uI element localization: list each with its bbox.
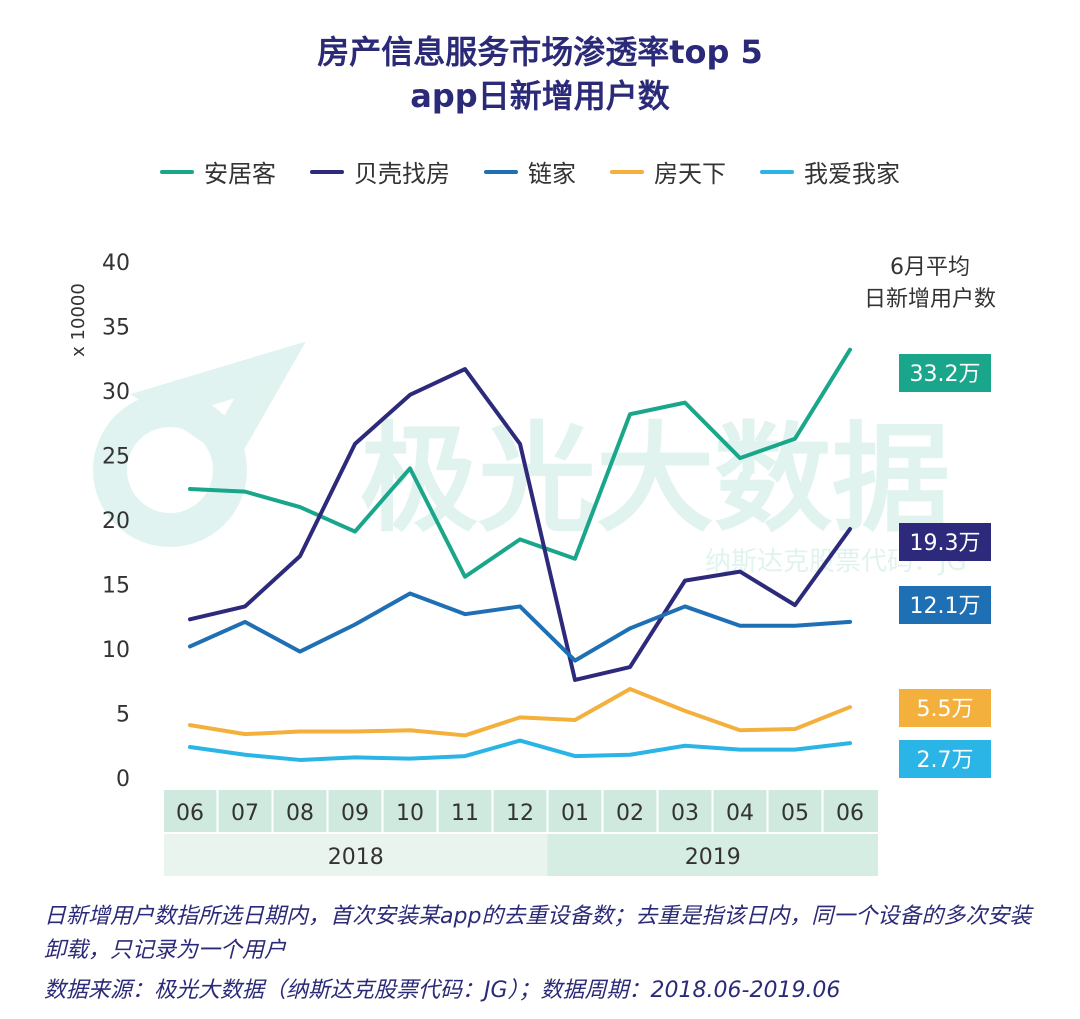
legend-swatch	[160, 169, 194, 174]
legend-swatch	[760, 169, 794, 174]
x-tick-label: 10	[396, 801, 424, 826]
end-value-label: 19.3万	[910, 531, 981, 556]
series-line	[188, 591, 852, 663]
x-tick-label: 03	[671, 801, 699, 826]
y-tick-label: 35	[102, 316, 130, 341]
end-value-label: 12.1万	[910, 594, 981, 619]
data-source: 数据来源：极光大数据（纳斯达克股票代码：JG）；数据周期：2018.06-201…	[44, 978, 841, 1003]
y-tick-label: 30	[102, 380, 130, 405]
legend-item: 贝壳找房	[310, 154, 450, 189]
y-tick-label: 0	[116, 767, 130, 792]
x-tick-label: 05	[781, 801, 809, 826]
year-label: 2019	[685, 845, 741, 870]
legend-label: 房天下	[654, 160, 726, 188]
watermark-main-text: 极光大数据	[360, 410, 950, 548]
end-value-badge	[899, 689, 991, 727]
y-tick-label: 15	[102, 574, 130, 599]
y-axis-unit: x 10000	[68, 283, 89, 357]
series-line	[188, 738, 852, 762]
year-band	[547, 834, 878, 876]
avg-label-line1: 6月平均	[890, 255, 970, 280]
year-band	[164, 834, 548, 876]
legend-label: 链家	[528, 160, 576, 188]
end-value-label: 5.5万	[917, 697, 974, 722]
end-value-badge	[899, 586, 991, 624]
legend-swatch	[310, 169, 344, 174]
legend-swatch	[610, 169, 644, 174]
x-tick-label: 04	[726, 801, 754, 826]
series-line	[188, 347, 852, 579]
chart-title-line1: 房产信息服务市场渗透率top 5	[317, 33, 763, 71]
y-tick-label: 40	[102, 251, 130, 276]
x-tick-label: 01	[561, 801, 589, 826]
x-tick-label: 02	[616, 801, 644, 826]
avg-label-line2: 日新增用户数	[864, 287, 996, 312]
legend-item: 房天下	[610, 154, 726, 189]
end-value-label: 2.7万	[917, 748, 974, 773]
y-tick-label: 20	[102, 509, 130, 534]
legend-label: 安居客	[204, 160, 276, 188]
x-tick-label: 08	[286, 801, 314, 826]
y-tick-label: 25	[102, 445, 130, 470]
x-tick-label: 12	[506, 801, 534, 826]
footnote: 日新增用户数指所选日期内，首次安装某app的去重设备数；去重是指该日内，同一个设…	[44, 904, 1032, 963]
legend-item: 安居客	[160, 154, 276, 189]
legend-item: 链家	[484, 154, 576, 189]
x-tick-label: 06	[176, 801, 204, 826]
x-tick-label: 09	[341, 801, 369, 826]
end-value-badge	[899, 740, 991, 778]
series-line	[188, 686, 852, 738]
x-tick-label: 06	[836, 801, 864, 826]
y-tick-label: 10	[102, 638, 130, 663]
y-tick-label: 5	[116, 703, 130, 728]
series-line	[188, 367, 852, 682]
legend-item: 我爱我家	[760, 154, 900, 189]
x-tick-label: 11	[451, 801, 479, 826]
legend-label: 我爱我家	[804, 160, 900, 188]
x-tick-label: 07	[231, 801, 259, 826]
legend-label: 贝壳找房	[354, 160, 450, 188]
end-value-badge	[899, 523, 991, 561]
legend-swatch	[484, 169, 518, 174]
year-label: 2018	[328, 845, 384, 870]
end-value-label: 33.2万	[910, 362, 981, 387]
month-band	[164, 790, 878, 832]
chart-title: 房产信息服务市场渗透率top 5 app日新增用户数	[0, 30, 1080, 118]
legend: 安居客 贝壳找房 链家 房天下 我爱我家	[160, 154, 900, 189]
watermark-logo-icon	[93, 341, 306, 547]
end-value-badge	[899, 354, 991, 392]
chart-title-line2: app日新增用户数	[410, 77, 670, 115]
